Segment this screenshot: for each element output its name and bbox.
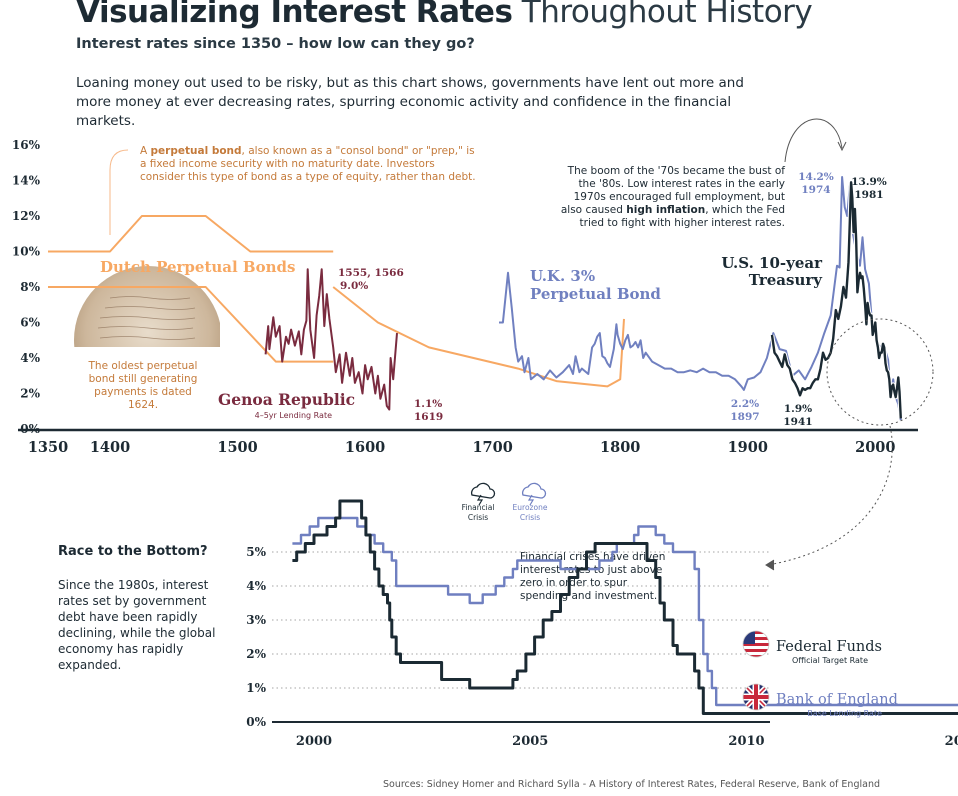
top-y-tick-label: 6% [20, 316, 40, 330]
boe-legend-label: Bank of England [776, 692, 898, 708]
sidebar-text: Since the 1980s, interest rates set by g… [58, 578, 216, 672]
sidebar-title: Race to the Bottom? [58, 544, 208, 559]
eurozone-crisis-label: Eurozone Crisis [513, 503, 548, 522]
zoom-connector-head [765, 559, 775, 571]
series-line-dutch-perpetual-bonds [48, 215, 334, 253]
bottom-chart-series [292, 499, 958, 715]
oldest-bond-image [74, 266, 220, 347]
genoa-sub-label: 4–5yr Lending Rate [255, 411, 332, 420]
top-chart-labels: Dutch Perpetual Bonds Genoa Republic 4–5yr… [100, 171, 887, 428]
us-low-value: 1.9% [784, 403, 812, 415]
financial-crisis-label: Financial Crisis [462, 503, 495, 522]
top-x-tick-label: 1400 [90, 439, 130, 456]
top-x-tick-label: 1900 [728, 439, 768, 456]
bottom-y-tick-label: 2% [246, 647, 266, 661]
page-title: Visualizing Interest Rates Throughout Hi… [76, 0, 813, 30]
genoa-low-value: 1.1% [414, 398, 442, 410]
us-series-label-1: U.S. 10-year [721, 254, 823, 272]
genoa-low-year: 1619 [414, 411, 443, 423]
top-y-tick-label: 4% [20, 351, 40, 365]
series-line-dutch-perpetual-bonds [48, 286, 334, 363]
page-subtitle: Interest rates since 1350 – how low can … [76, 36, 475, 52]
uk-flag-icon [742, 683, 770, 711]
bottom-y-tick-label: 0% [246, 715, 266, 729]
boom-arrow-head [837, 141, 847, 152]
genoa-peak-value: 9.0% [340, 280, 368, 292]
genoa-peak-year: 1555, 1566 [338, 267, 404, 279]
top-y-tick-label: 12% [12, 209, 41, 223]
boom-arrow [784, 118, 843, 163]
genoa-series-label: Genoa Republic [218, 390, 355, 409]
top-x-tick-label: 1800 [600, 439, 640, 456]
bottom-chart-axes: 0%1%2%3%4%5%20002005201020152020 [246, 545, 958, 749]
bottom-x-tick-label: 2000 [296, 734, 332, 749]
uk-peak-year: 1974 [801, 184, 830, 196]
top-x-tick-label: 1600 [345, 439, 385, 456]
us-series-label-2: Treasury [749, 271, 823, 289]
bottom-x-tick-label: 2005 [512, 734, 548, 749]
us-peak-value: 13.9% [851, 176, 887, 188]
boom-bust-note: The boom of the '70s became the bust of … [560, 165, 785, 229]
financial-crisis-icon [471, 482, 496, 506]
top-x-tick-label: 1350 [28, 439, 68, 456]
bottom-y-tick-label: 1% [246, 681, 266, 695]
recent-lows-highlight [826, 318, 934, 426]
fed-legend-label: Federal Funds [776, 639, 882, 655]
uk-series-label-2: Perpetual Bond [530, 285, 661, 303]
series-line-genoa-republic [264, 268, 398, 411]
top-x-tick-label: 1500 [217, 439, 257, 456]
top-chart-series [48, 176, 904, 421]
series-line-halo [769, 180, 904, 419]
bottom-x-tick-label: 2015 [945, 734, 958, 749]
top-x-tick-label: 2000 [855, 439, 895, 456]
top-y-tick-label: 8% [20, 280, 40, 294]
boe-legend-sub: Base Lending Rate [807, 709, 882, 718]
series-line-bank-of-england [292, 516, 958, 707]
bottom-y-tick-label: 3% [246, 613, 266, 627]
top-y-tick-label: 14% [12, 174, 41, 188]
top-chart-axes: 0%2%4%6%8%10%12%14%16%135014001500160017… [12, 138, 918, 456]
perpetual-bond-note: A perpetual bond, also known as a "conso… [140, 145, 476, 183]
top-x-tick-label: 1700 [472, 439, 512, 456]
uk-low-value: 2.2% [731, 398, 759, 410]
top-y-tick-label: 16% [12, 138, 41, 152]
source-note: Sources: Sidney Homer and Richard Sylla … [382, 779, 880, 790]
top-y-tick-label: 2% [20, 387, 40, 401]
bottom-y-tick-label: 5% [246, 545, 266, 559]
fed-legend-sub: Official Target Rate [792, 656, 868, 665]
bottom-y-tick-label: 4% [246, 579, 266, 593]
note-connector [109, 149, 129, 235]
us-flag-icon [742, 630, 770, 658]
us-peak-year: 1981 [854, 189, 883, 201]
dutch-series-label: Dutch Perpetual Bonds [100, 258, 295, 276]
intro-text: Loaning money out used to be risky, but … [76, 75, 744, 129]
eurozone-crisis-icon [522, 482, 547, 506]
bottom-x-tick-label: 2010 [728, 734, 764, 749]
top-y-tick-label: 10% [12, 245, 41, 259]
oldest-bond-note: The oldest perpetual bond still generati… [88, 360, 198, 411]
uk-series-label-1: U.K. 3% [530, 267, 595, 285]
us-low-year: 1941 [783, 416, 812, 428]
series-line-u-s-10-year-treasury [770, 181, 902, 419]
uk-peak-value: 14.2% [798, 171, 834, 183]
uk-low-year: 1897 [730, 411, 759, 423]
series-line-federal-funds [292, 499, 958, 715]
